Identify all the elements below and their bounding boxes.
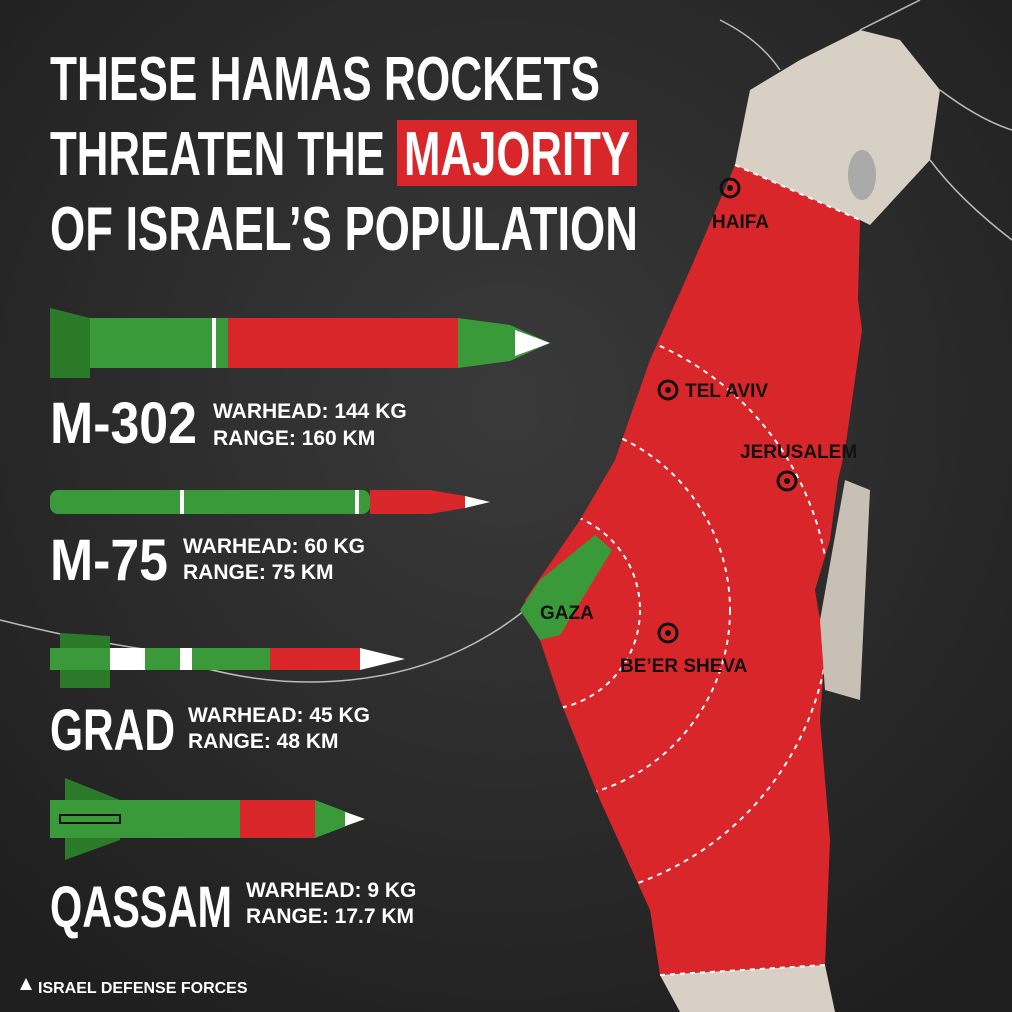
rocket-name: QASSAM [50,875,232,940]
title: OF ISRAEL’S POPULATION [50,195,638,264]
rocket-range: RANGE: 48 KM [188,730,339,753]
rocket-warhead: WARHEAD: 60 KG [183,535,365,558]
rocket-name: M-302 [50,391,197,456]
footer: ISRAEL DEFENSE FORCES [38,980,248,997]
rocket-range: RANGE: 75 KM [183,561,334,584]
city-label: TEL AVIV [685,381,768,402]
rocket-range: RANGE: 160 KM [213,427,375,450]
title: THESE HAMAS ROCKETS [50,45,600,114]
city-label: JERUSALEM [740,442,857,463]
rocket-m302 [50,308,550,378]
rocket-warhead: WARHEAD: 45 KG [188,704,370,727]
rocket-qassam [50,778,365,860]
rocket-name: GRAD [50,698,175,763]
region-label: GAZA [540,603,594,624]
highlight-box [397,120,637,186]
rocket-warhead: WARHEAD: 144 KG [213,400,407,423]
rocket-name: M-75 [50,528,168,593]
rocket-warhead: WARHEAD: 9 KG [246,879,416,902]
logo [20,978,32,990]
rocket-m75 [50,490,490,514]
city-label: HAIFA [712,212,769,233]
title-highlight: MAJORITY [404,120,630,189]
city-label: BE’ER SHEVA [620,656,748,677]
rocket-range: RANGE: 17.7 KM [246,905,414,928]
title: THREATEN THE [50,120,385,189]
rocket-grad [50,633,405,688]
